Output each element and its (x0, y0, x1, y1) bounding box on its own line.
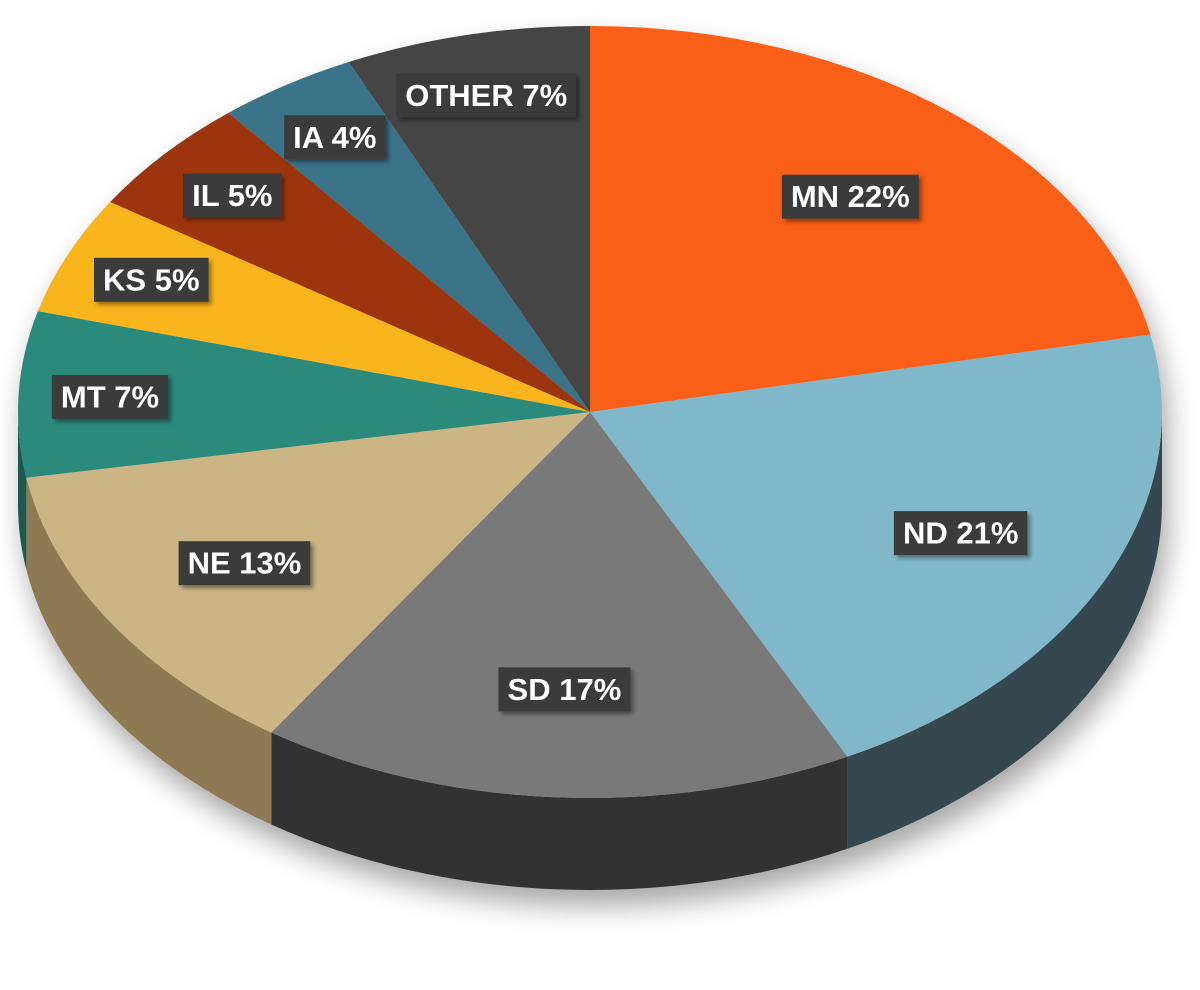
pie-label-ks: KS 5% (94, 257, 209, 302)
pie-sides (18, 412, 1162, 890)
pie-slices (18, 26, 1162, 798)
pie-slice-sd (271, 412, 848, 798)
pie-label-other: OTHER 7% (396, 73, 577, 118)
pie-labels: MN 22% ND 21% SD 17% NE 13% MT 7% KS 5% IL 5% I… (51, 73, 1028, 712)
pie-slice-other (348, 26, 590, 412)
pie-label-text: NE 13% (188, 546, 302, 581)
pie-label-sd: SD 17% (498, 667, 631, 712)
pie-slice-nd (590, 334, 1162, 757)
pie-label-box (51, 374, 169, 419)
pie-label-box (396, 73, 577, 118)
pie-slice-ks (37, 201, 590, 412)
pie-group (18, 26, 1162, 890)
pie-label-text: MT 7% (61, 379, 159, 414)
pie-label-text: IL 5% (192, 178, 272, 213)
pie-side-mt (18, 412, 27, 570)
pie-label-ne: NE 13% (178, 541, 311, 586)
pie-label-box (284, 115, 386, 160)
pie-label-text: SD 17% (508, 672, 622, 707)
pie-slice-mn (590, 26, 1151, 412)
pie-label-box (781, 174, 919, 219)
pie-label-box (183, 173, 282, 218)
pie-label-text: KS 5% (103, 262, 199, 297)
pie-label-box (178, 541, 311, 586)
pie-side-nd (847, 412, 1162, 849)
pie-label-nd: ND 21% (893, 511, 1028, 556)
pie-label-ia: IA 4% (284, 115, 386, 160)
pie-label-mn: MN 22% (781, 174, 919, 219)
pie-label-text: MN 22% (791, 179, 910, 214)
pie-slice-mt (18, 311, 591, 478)
pie-label-box (498, 667, 631, 712)
pie-side-sd (271, 732, 848, 890)
pie-label-text: IA 4% (293, 120, 376, 155)
pie-label-text: ND 21% (903, 516, 1018, 551)
pie-label-mt: MT 7% (51, 374, 169, 419)
pie-label-text: OTHER 7% (405, 78, 567, 113)
pie-label-box (94, 257, 209, 302)
pie-label-box (893, 511, 1028, 556)
pie-label-il: IL 5% (183, 173, 282, 218)
pie-side-ne (26, 477, 272, 825)
